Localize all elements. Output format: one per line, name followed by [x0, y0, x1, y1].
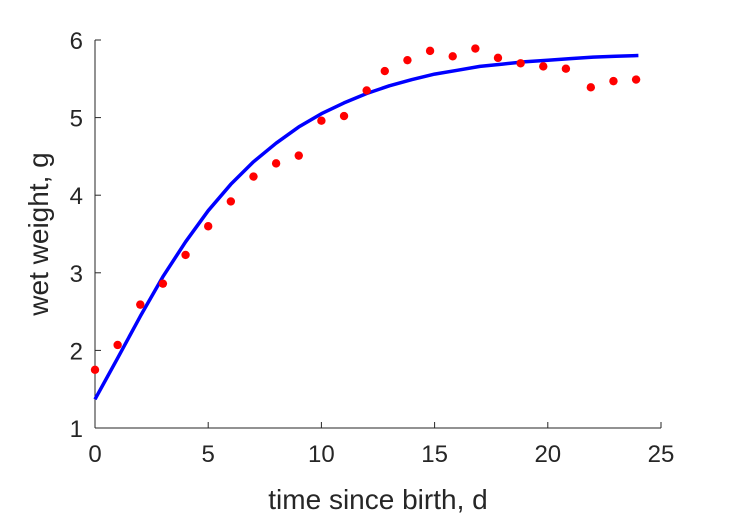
y-tick-label: 2	[70, 338, 83, 365]
x-tick-label: 0	[88, 441, 101, 468]
y-axis-title: wet weight, g	[23, 152, 54, 316]
y-tick-label: 3	[70, 261, 83, 288]
data-point	[339, 111, 349, 121]
fit-line	[93, 53, 639, 401]
data-point	[249, 172, 258, 181]
data-point	[448, 52, 457, 61]
x-axis-title: time since birth, d	[268, 484, 487, 515]
data-point	[561, 64, 571, 73]
data-point	[631, 75, 641, 84]
axes: 0 5 10 15 20 25 1 2 3 4 5 6	[70, 28, 675, 468]
data-point	[113, 340, 122, 350]
data-point	[136, 300, 145, 309]
data-point	[380, 66, 389, 76]
data-point	[362, 86, 371, 95]
x-tick-label: 25	[648, 441, 675, 468]
data-point	[181, 250, 190, 260]
data-point	[204, 222, 213, 231]
data-point	[317, 116, 326, 125]
data-point	[403, 55, 412, 65]
data-point	[425, 46, 435, 56]
x-tick-label: 5	[202, 441, 215, 468]
y-tick-label: 5	[70, 106, 83, 133]
x-tick-label: 15	[421, 441, 448, 468]
data-point	[609, 76, 618, 86]
data-point	[90, 365, 100, 374]
data-point	[271, 159, 281, 168]
data-point	[471, 44, 480, 53]
y-tick-label: 6	[70, 28, 83, 55]
y-tick-label: 1	[70, 416, 83, 443]
data-point	[539, 62, 548, 71]
y-tick-label: 4	[70, 183, 83, 210]
x-tick-label: 20	[534, 441, 561, 468]
data-point	[294, 151, 303, 160]
data-point	[226, 197, 236, 206]
data-point	[516, 59, 525, 68]
data-point	[158, 279, 168, 288]
series-layer	[90, 44, 641, 401]
data-point	[493, 53, 503, 63]
x-tick-label: 10	[308, 441, 335, 468]
data-point	[586, 83, 596, 92]
